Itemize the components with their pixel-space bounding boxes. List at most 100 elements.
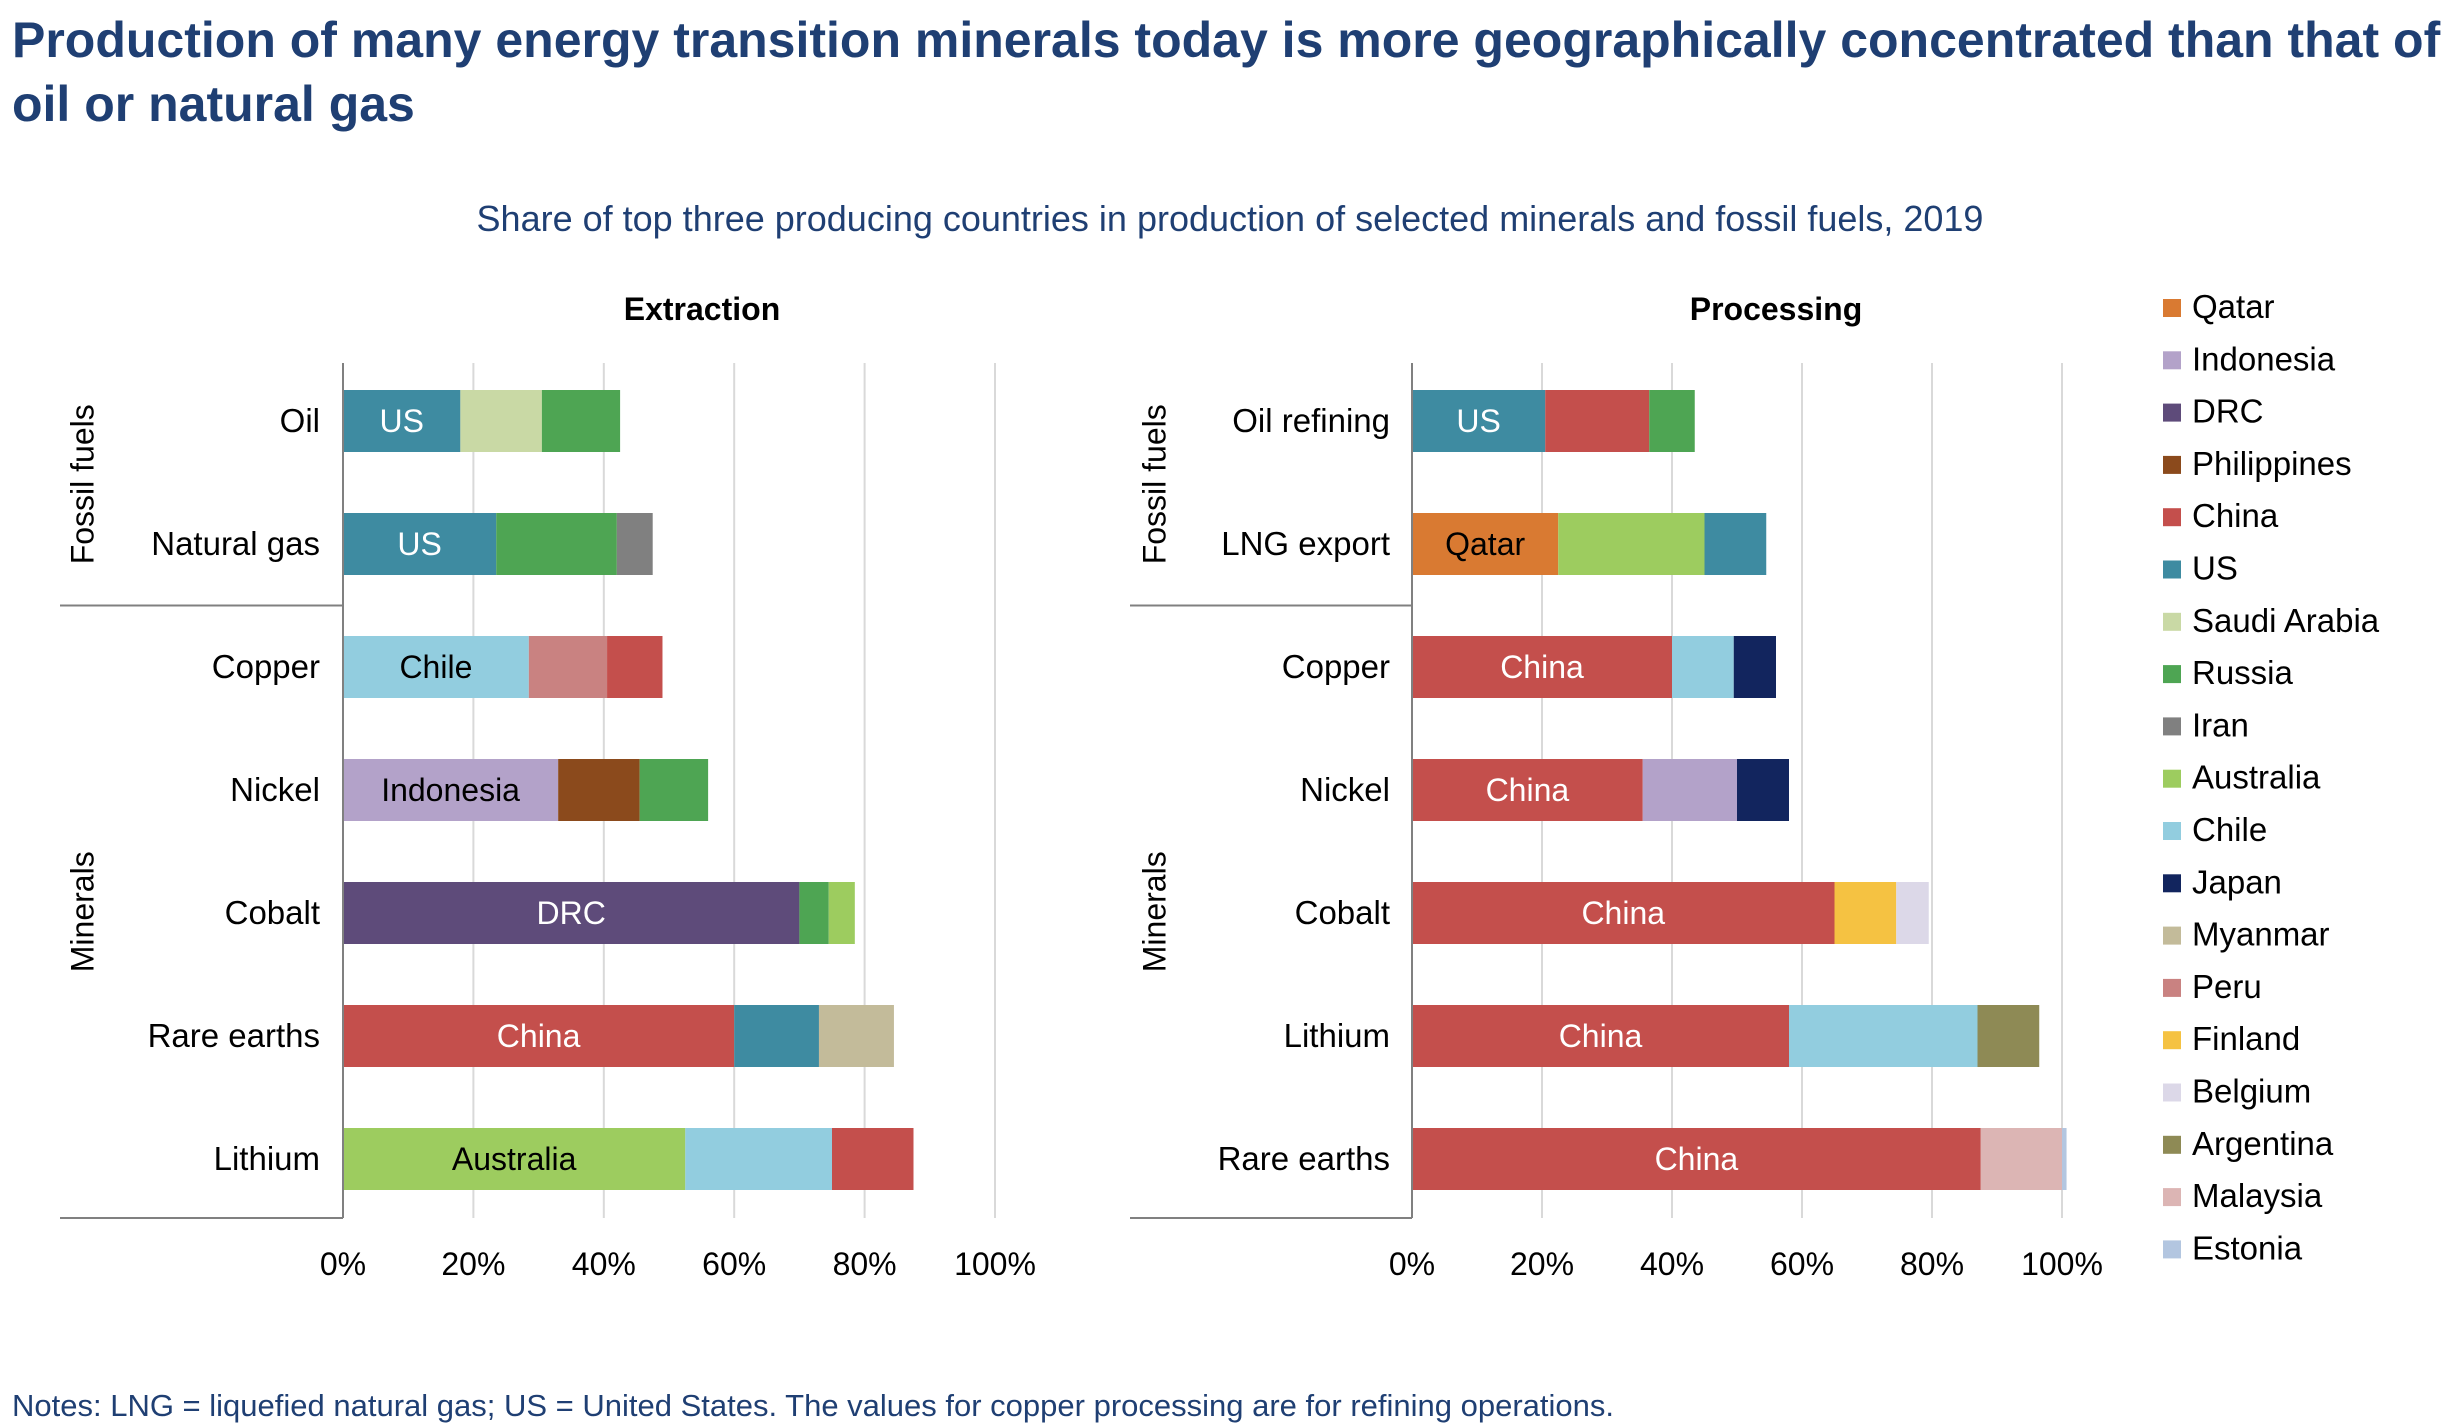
bar-data-label: China: [1655, 1141, 1739, 1177]
panel-title: Extraction: [624, 291, 780, 327]
group-label: Minerals: [64, 851, 100, 972]
category-label: Oil refining: [1232, 402, 1390, 439]
bar-data-label: US: [1456, 403, 1500, 439]
bar-nickel-indonesia: [343, 759, 559, 821]
legend-swatch-finland: [2163, 1031, 2181, 1050]
bar-rare-earths-malaysia: [1980, 1128, 2062, 1190]
legend-swatch-drc: [2163, 403, 2181, 422]
category-label: Oil: [280, 402, 320, 439]
x-tick-label: 0%: [1389, 1246, 1435, 1282]
legend-swatch-malaysia: [2163, 1188, 2181, 1207]
legend-label: Argentina: [2192, 1125, 2334, 1162]
legend-swatch-philippines: [2163, 455, 2181, 474]
bar-data-label: DRC: [537, 895, 606, 931]
legend-label: Iran: [2192, 706, 2249, 743]
category-label: Cobalt: [1295, 894, 1390, 931]
category-label: Rare earths: [1218, 1140, 1390, 1177]
legend-label: Indonesia: [2192, 340, 2336, 377]
bar-cobalt-finland: [1834, 882, 1897, 944]
x-tick-label: 80%: [833, 1246, 897, 1282]
legend-label: Peru: [2192, 968, 2262, 1005]
bar-oil-saudi-arabia: [460, 390, 542, 452]
legend-label: Chile: [2192, 811, 2267, 848]
legend-label: US: [2192, 550, 2238, 587]
chart-title: Production of many energy transition min…: [12, 12, 2441, 132]
x-tick-label: 100%: [2021, 1246, 2103, 1282]
legend-swatch-myanmar: [2163, 926, 2181, 945]
bar-oil-refining-russia: [1649, 390, 1695, 452]
group-label: Fossil fuels: [1136, 404, 1172, 564]
bar-cobalt-australia: [828, 882, 855, 944]
bar-data-label: China: [1500, 649, 1584, 685]
bar-lng-export-australia: [1558, 513, 1705, 575]
category-label: Natural gas: [151, 525, 320, 562]
legend-label: Estonia: [2192, 1229, 2303, 1266]
bar-rare-earths-us: [734, 1005, 819, 1067]
bar-rare-earths-estonia: [2062, 1128, 2067, 1190]
bar-lithium-argentina: [1977, 1005, 2040, 1067]
legend-swatch-iran: [2163, 717, 2181, 736]
bar-lithium-china: [1412, 1005, 1789, 1067]
legend-label: Qatar: [2192, 288, 2275, 325]
legend-label: Philippines: [2192, 445, 2352, 482]
category-label: Nickel: [1300, 771, 1390, 808]
x-tick-label: 60%: [702, 1246, 766, 1282]
bar-nickel-china: [1412, 759, 1643, 821]
bar-natural-gas-us: [343, 513, 497, 575]
legend-swatch-belgium: [2163, 1083, 2181, 1102]
legend-swatch-us: [2163, 560, 2181, 579]
legend-label: Japan: [2192, 863, 2282, 900]
bar-copper-japan: [1733, 636, 1776, 698]
legend-swatch-australia: [2163, 769, 2181, 788]
bar-data-label: Australia: [452, 1141, 577, 1177]
legend-label: Australia: [2192, 759, 2321, 796]
legend-swatch-saudi-arabia: [2163, 612, 2181, 631]
bar-lng-export-qatar: [1412, 513, 1559, 575]
bar-copper-peru: [528, 636, 608, 698]
bar-lithium-australia: [343, 1128, 686, 1190]
bar-rare-earths-myanmar: [818, 1005, 894, 1067]
legend-swatch-argentina: [2163, 1135, 2181, 1154]
x-tick-label: 40%: [572, 1246, 636, 1282]
x-tick-label: 60%: [1770, 1246, 1834, 1282]
bar-nickel-indonesia: [1642, 759, 1737, 821]
legend-label: China: [2192, 497, 2279, 534]
bar-copper-china: [607, 636, 663, 698]
bar-lithium-china: [832, 1128, 914, 1190]
legend-label: Russia: [2192, 654, 2294, 691]
legend-swatch-chile: [2163, 822, 2181, 840]
bar-nickel-russia: [639, 759, 709, 821]
x-tick-label: 20%: [441, 1246, 505, 1282]
group-label: Minerals: [1136, 851, 1172, 972]
charts-canvas: Extraction 0% 20% 40% 60% 80% 100% Oil US Natural…: [60, 288, 2380, 1282]
bar-cobalt-belgium: [1896, 882, 1929, 944]
bar-data-label: Indonesia: [381, 772, 520, 808]
legend-swatch-peru: [2163, 978, 2181, 997]
category-label: Copper: [1282, 648, 1390, 685]
legend-swatch-china: [2163, 508, 2181, 527]
legend-label: Saudi Arabia: [2192, 602, 2380, 639]
category-label: Copper: [212, 648, 320, 685]
bar-lithium-chile: [1789, 1005, 1978, 1067]
bar-data-label: US: [379, 403, 423, 439]
legend-swatch-russia: [2163, 665, 2181, 684]
bar-data-label: Qatar: [1445, 526, 1525, 562]
legend-label: Belgium: [2192, 1073, 2311, 1110]
legend-swatch-indonesia: [2163, 351, 2181, 370]
bar-lng-export-us: [1704, 513, 1767, 575]
bar-nickel-philippines: [558, 759, 640, 821]
chart-panel-processing: Processing 0% 20% 40% 60% 80% 100% Oil refining…: [1130, 291, 2103, 1282]
x-tick-label: 100%: [954, 1246, 1036, 1282]
x-tick-label: 20%: [1510, 1246, 1574, 1282]
bar-oil-refining-china: [1545, 390, 1650, 452]
bar-oil-russia: [541, 390, 621, 452]
legend-label: DRC: [2192, 393, 2264, 430]
category-label: Lithium: [214, 1140, 320, 1177]
legend-label: Finland: [2192, 1020, 2300, 1057]
bar-rare-earths-china: [343, 1005, 735, 1067]
chart-panel-extraction: Extraction 0% 20% 40% 60% 80% 100% Oil US Natural…: [60, 291, 1036, 1282]
bar-data-label: China: [1581, 895, 1665, 931]
bar-data-label: China: [1559, 1018, 1643, 1054]
bar-data-label: China: [497, 1018, 581, 1054]
x-tick-label: 80%: [1900, 1246, 1964, 1282]
